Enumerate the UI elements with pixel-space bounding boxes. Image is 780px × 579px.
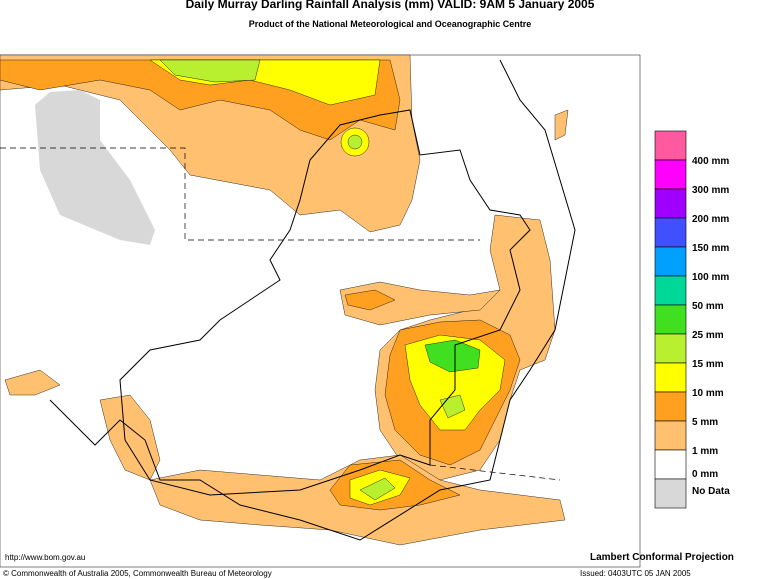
legend-swatch [654, 449, 687, 480]
legend-swatch [654, 362, 687, 393]
legend-label: 100 mm [692, 272, 729, 283]
legend-swatch [654, 246, 687, 277]
legend-swatch [654, 159, 687, 190]
legend-label: 150 mm [692, 243, 729, 254]
legend-label: 300 mm [692, 185, 729, 196]
map-area [0, 54, 641, 568]
title: Daily Murray Darling Rainfall Analysis (… [186, 0, 595, 11]
legend-label: 50 mm [692, 301, 724, 312]
legend-swatch [654, 304, 687, 335]
legend-label: 5 mm [692, 417, 718, 428]
footer-url: http://www.bom.gov.au [5, 553, 85, 562]
legend-label: No Data [692, 486, 730, 497]
legend-label: 1 mm [692, 446, 718, 457]
legend-swatch [654, 130, 687, 161]
legend-label: 200 mm [692, 214, 729, 225]
legend-swatch [654, 188, 687, 219]
legend-swatch [654, 217, 687, 248]
legend-swatch [654, 391, 687, 422]
legend-label: 15 mm [692, 359, 724, 370]
copyright: © Commonwealth of Australia 2005, Common… [3, 569, 272, 578]
subtitle: Product of the National Meteorological a… [249, 19, 532, 29]
legend: 400 mm 300 mm 200 mm 150 mm 100 mm 50 mm 25 mm… [654, 130, 730, 509]
legend-label: 0 mm [692, 469, 718, 480]
projection: Lambert Conformal Projection [590, 552, 734, 563]
legend-swatch [654, 420, 687, 451]
legend-label: 400 mm [692, 156, 729, 167]
legend-swatch [654, 275, 687, 306]
legend-swatch [654, 478, 687, 509]
issued: Issued: 0403UTC 05 JAN 2005 [580, 569, 691, 578]
legend-swatch [654, 333, 687, 364]
legend-label: 10 mm [692, 388, 724, 399]
legend-label: 25 mm [692, 330, 724, 341]
